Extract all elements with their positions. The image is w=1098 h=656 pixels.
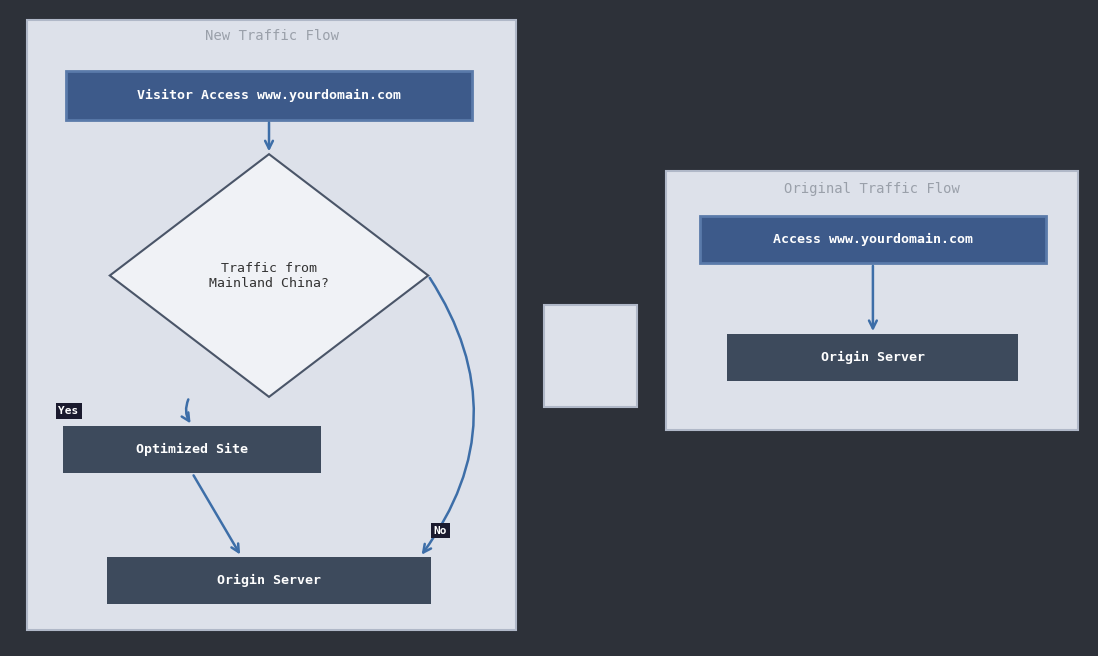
Text: Original Traffic Flow: Original Traffic Flow xyxy=(784,182,961,196)
Text: No: No xyxy=(434,525,447,536)
Text: Origin Server: Origin Server xyxy=(217,574,321,587)
Text: Visitor Access www.yourdomain.com: Visitor Access www.yourdomain.com xyxy=(137,89,401,102)
FancyBboxPatch shape xyxy=(544,305,637,407)
FancyBboxPatch shape xyxy=(27,20,516,630)
Text: Traffic from
Mainland China?: Traffic from Mainland China? xyxy=(209,262,329,289)
FancyBboxPatch shape xyxy=(66,70,472,119)
FancyBboxPatch shape xyxy=(108,557,430,604)
Text: Yes: Yes xyxy=(58,406,79,416)
Text: Optimized Site: Optimized Site xyxy=(136,443,248,456)
Text: New Traffic Flow: New Traffic Flow xyxy=(204,29,339,43)
FancyBboxPatch shape xyxy=(701,216,1045,263)
FancyBboxPatch shape xyxy=(728,334,1019,381)
FancyBboxPatch shape xyxy=(666,171,1078,430)
Text: Origin Server: Origin Server xyxy=(821,351,925,364)
Polygon shape xyxy=(110,154,428,397)
FancyBboxPatch shape xyxy=(63,426,321,473)
Text: Access www.yourdomain.com: Access www.yourdomain.com xyxy=(773,233,973,246)
